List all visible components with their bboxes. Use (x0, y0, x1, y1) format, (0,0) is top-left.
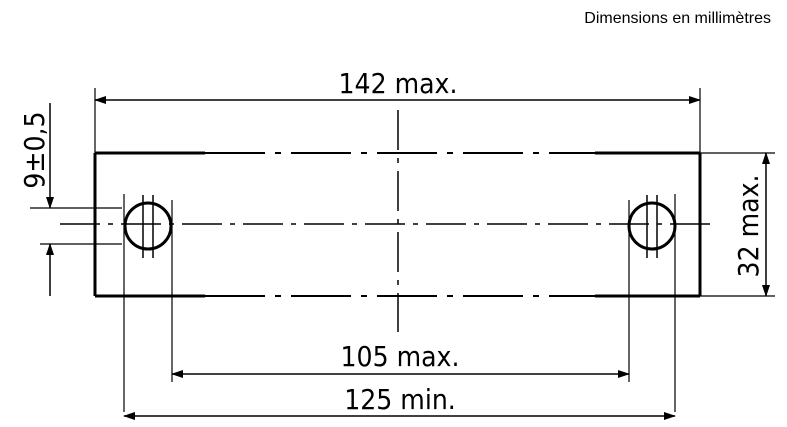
dimension-hole-spacing-inner: 105 max. (171, 340, 630, 378)
height-label: 32 max. (732, 175, 765, 278)
right-hole (627, 194, 677, 412)
dimension-overall-length: 142 max. (94, 67, 701, 153)
outer-spacing-label: 125 min. (344, 383, 456, 416)
dimension-height: 32 max. (700, 152, 775, 297)
units-note: Dimensions en millimètres (584, 10, 771, 27)
dimension-hole-offset: 9±0,5 (18, 103, 122, 296)
center-lines (60, 110, 718, 332)
left-hole (123, 194, 173, 412)
hole-offset-label: 9±0,5 (18, 111, 51, 188)
inner-spacing-label: 105 max. (341, 340, 460, 373)
dimension-hole-spacing-outer: 125 min. (123, 383, 676, 420)
overall-length-label: 142 max. (339, 67, 458, 100)
